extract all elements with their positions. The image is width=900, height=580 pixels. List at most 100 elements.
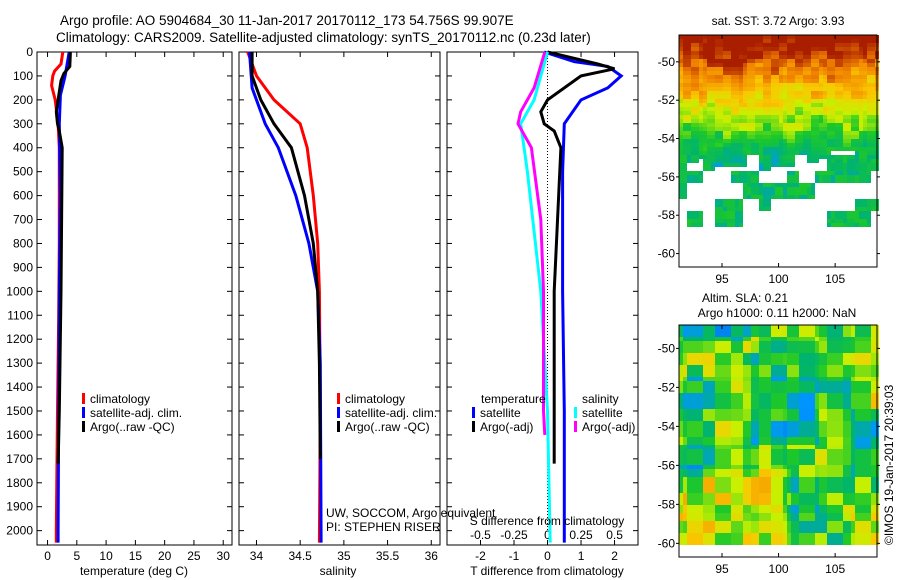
map-cell bbox=[743, 43, 747, 47]
map-cell bbox=[747, 437, 751, 441]
map-cell bbox=[719, 59, 723, 63]
map-cell bbox=[731, 35, 735, 39]
map-cell bbox=[787, 195, 791, 199]
map-cell bbox=[763, 47, 767, 51]
map-cell bbox=[699, 71, 703, 75]
map-cell bbox=[775, 325, 779, 329]
map-cell bbox=[771, 99, 775, 103]
map-cell bbox=[687, 159, 691, 163]
map-cell bbox=[691, 333, 695, 337]
map-cell bbox=[691, 143, 695, 147]
map-cell bbox=[767, 501, 771, 505]
map-cell bbox=[707, 377, 711, 381]
map-cell bbox=[747, 505, 751, 509]
map-cell bbox=[687, 493, 691, 497]
map-cell bbox=[827, 75, 831, 79]
map-cell bbox=[807, 505, 811, 509]
map-cell bbox=[855, 481, 859, 485]
map-cell bbox=[823, 369, 827, 373]
map-cell bbox=[775, 91, 779, 95]
map-cell bbox=[731, 373, 735, 377]
map-cell bbox=[859, 91, 863, 95]
map-cell bbox=[691, 341, 695, 345]
map-cell bbox=[735, 517, 739, 521]
map-cell bbox=[767, 127, 771, 131]
map-cell bbox=[759, 111, 763, 115]
map-cell bbox=[859, 453, 863, 457]
map-cell bbox=[687, 175, 691, 179]
map-cell bbox=[783, 71, 787, 75]
map-cell bbox=[859, 131, 863, 135]
map-cell bbox=[847, 525, 851, 529]
map-cell bbox=[787, 361, 791, 365]
map-cell bbox=[691, 211, 695, 215]
map-cell bbox=[831, 473, 835, 477]
map-cell bbox=[855, 75, 859, 79]
map-cell bbox=[727, 63, 731, 67]
map-cell bbox=[787, 329, 791, 333]
map-cell bbox=[807, 389, 811, 393]
map-cell bbox=[695, 103, 699, 107]
map-cell bbox=[767, 91, 771, 95]
map-cell bbox=[803, 501, 807, 505]
map-cell bbox=[815, 429, 819, 433]
map-cell bbox=[759, 489, 763, 493]
map-cell bbox=[871, 151, 875, 155]
map-cell bbox=[851, 421, 855, 425]
map-cell bbox=[807, 183, 811, 187]
map-cell bbox=[799, 71, 803, 75]
map-cell bbox=[723, 203, 727, 207]
map-cell bbox=[703, 537, 707, 541]
map-cell bbox=[835, 453, 839, 457]
map-cell bbox=[867, 493, 871, 497]
map-cell bbox=[699, 219, 703, 223]
map-cell bbox=[695, 437, 699, 441]
map-cell bbox=[747, 51, 751, 55]
map-cell bbox=[871, 87, 875, 91]
map-cell bbox=[755, 469, 759, 473]
map-cell bbox=[783, 473, 787, 477]
map-cell bbox=[839, 397, 843, 401]
map-cell bbox=[727, 353, 731, 357]
x2-tick-label: -0.5 bbox=[470, 528, 491, 542]
map-cell bbox=[747, 87, 751, 91]
map-cell bbox=[775, 349, 779, 353]
map-cell bbox=[791, 453, 795, 457]
map-cell bbox=[827, 529, 831, 533]
map-cell bbox=[871, 385, 875, 389]
map-cell bbox=[735, 361, 739, 365]
map-cell bbox=[707, 425, 711, 429]
map-cell bbox=[775, 533, 779, 537]
map-cell bbox=[719, 461, 723, 465]
map-cell bbox=[779, 481, 783, 485]
map-cell bbox=[683, 95, 687, 99]
map-cell bbox=[835, 35, 839, 39]
map-cell bbox=[739, 461, 743, 465]
map-cell bbox=[719, 361, 723, 365]
map-cell bbox=[767, 47, 771, 51]
map-cell bbox=[835, 119, 839, 123]
map-cell bbox=[731, 489, 735, 493]
map-cell bbox=[791, 385, 795, 389]
map-cell bbox=[863, 397, 867, 401]
map-cell bbox=[815, 333, 819, 337]
map-cell bbox=[871, 43, 875, 47]
map-cell bbox=[735, 477, 739, 481]
map-cell bbox=[819, 397, 823, 401]
map-cell bbox=[839, 219, 843, 223]
map-cell bbox=[739, 369, 743, 373]
map-cell bbox=[683, 429, 687, 433]
map-cell bbox=[727, 537, 731, 541]
map-cell bbox=[735, 207, 739, 211]
map-cell bbox=[743, 505, 747, 509]
map-cell bbox=[795, 79, 799, 83]
map-cell bbox=[743, 179, 747, 183]
map-cell bbox=[871, 509, 875, 513]
map-cell bbox=[727, 349, 731, 353]
map-cell bbox=[843, 493, 847, 497]
map-cell bbox=[839, 215, 843, 219]
map-cell bbox=[703, 389, 707, 393]
map-cell bbox=[747, 55, 751, 59]
map-cell bbox=[779, 143, 783, 147]
map-cell bbox=[751, 485, 755, 489]
